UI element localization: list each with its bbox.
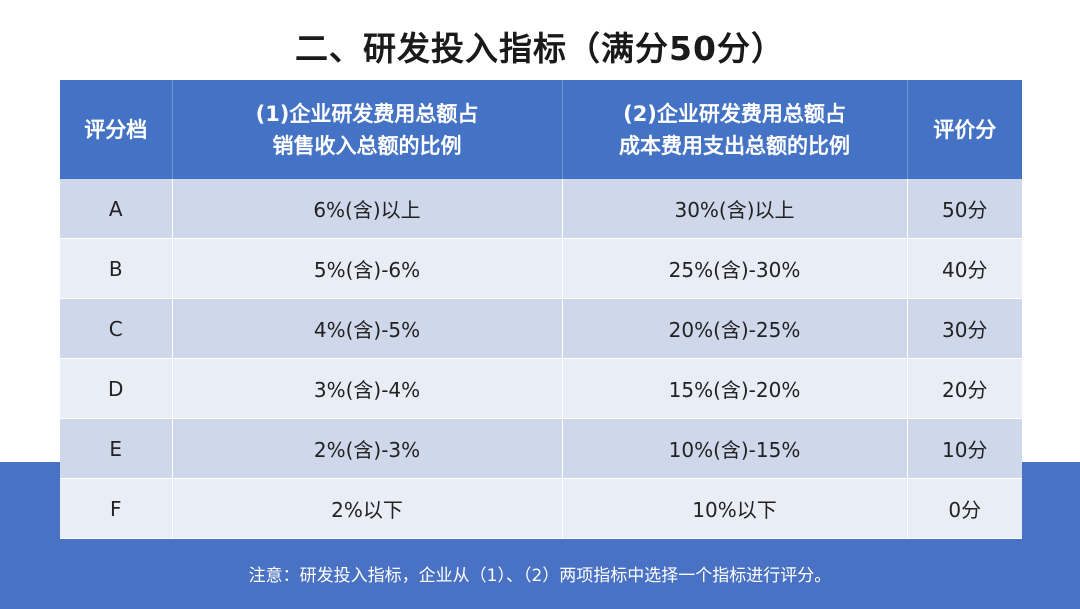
header-ratio-cost: (2)企业研发费用总额占 成本费用支出总额的比例 xyxy=(562,80,908,179)
cell-grade: B xyxy=(60,238,173,299)
scoring-table: 评分档 (1)企业研发费用总额占 销售收入总额的比例 (2)企业研发费用总额占 … xyxy=(60,80,1022,539)
cell-score: 50分 xyxy=(907,179,1022,239)
cell-grade: A xyxy=(60,179,173,239)
cell-grade: D xyxy=(60,358,173,419)
table-row: C 4%(含)-5% 20%(含)-25% 30分 xyxy=(60,298,1022,359)
cell-ratio-sales: 2%(含)-3% xyxy=(172,418,563,479)
table-row: F 2%以下 10%以下 0分 xyxy=(60,478,1022,539)
header-score: 评价分 xyxy=(907,80,1022,179)
cell-ratio-cost: 10%(含)-15% xyxy=(562,418,908,479)
header-ratio-sales: (1)企业研发费用总额占 销售收入总额的比例 xyxy=(172,80,563,179)
cell-score: 30分 xyxy=(907,298,1022,359)
cell-grade: E xyxy=(60,418,173,479)
cell-ratio-cost: 25%(含)-30% xyxy=(562,238,908,299)
cell-ratio-sales: 4%(含)-5% xyxy=(172,298,563,359)
cell-grade: F xyxy=(60,478,173,539)
cell-ratio-sales: 6%(含)以上 xyxy=(172,179,563,239)
cell-grade: C xyxy=(60,298,173,359)
cell-ratio-sales: 2%以下 xyxy=(172,478,563,539)
cell-ratio-cost: 10%以下 xyxy=(562,478,908,539)
footnote: 注意：研发投入指标，企业从（1）、（2）两项指标中选择一个指标进行评分。 xyxy=(248,566,832,586)
cell-score: 10分 xyxy=(907,418,1022,479)
cell-score: 0分 xyxy=(907,478,1022,539)
table-row: A 6%(含)以上 30%(含)以上 50分 xyxy=(60,179,1022,239)
cell-ratio-sales: 5%(含)-6% xyxy=(172,238,563,299)
cell-score: 20分 xyxy=(907,358,1022,419)
cell-ratio-cost: 15%(含)-20% xyxy=(562,358,908,419)
cell-score: 40分 xyxy=(907,238,1022,299)
table-row: E 2%(含)-3% 10%(含)-15% 10分 xyxy=(60,418,1022,479)
header-grade: 评分档 xyxy=(60,80,173,179)
page-title: 二、研发投入指标（满分50分） xyxy=(295,29,785,68)
table-row: B 5%(含)-6% 25%(含)-30% 40分 xyxy=(60,238,1022,299)
cell-ratio-sales: 3%(含)-4% xyxy=(172,358,563,419)
cell-ratio-cost: 30%(含)以上 xyxy=(562,179,908,239)
table-row: D 3%(含)-4% 15%(含)-20% 20分 xyxy=(60,358,1022,419)
table-header-row: 评分档 (1)企业研发费用总额占 销售收入总额的比例 (2)企业研发费用总额占 … xyxy=(60,80,1022,179)
cell-ratio-cost: 20%(含)-25% xyxy=(562,298,908,359)
